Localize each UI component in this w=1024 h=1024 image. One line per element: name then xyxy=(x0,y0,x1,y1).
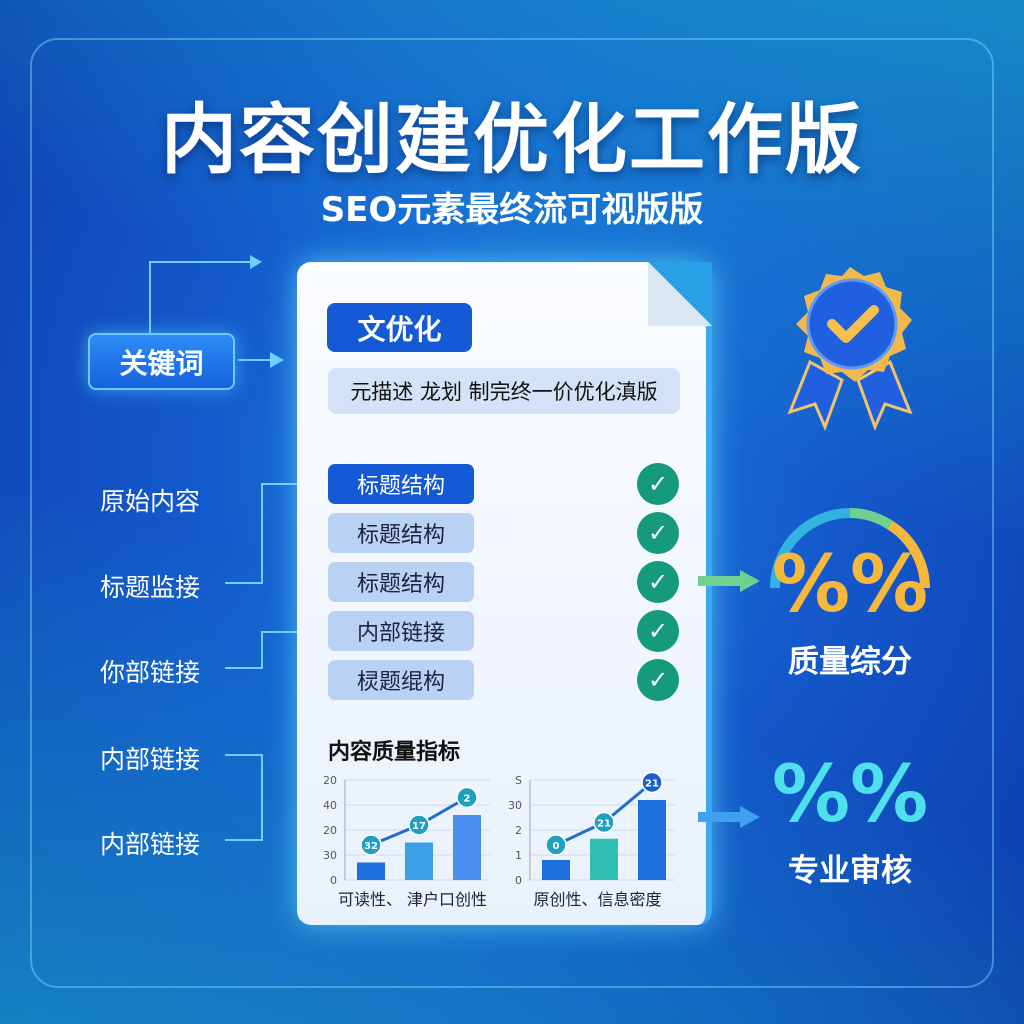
y-tick-label: 20 xyxy=(323,774,337,787)
data-point-label: 2 xyxy=(464,794,471,805)
connector-line xyxy=(225,483,318,584)
bar xyxy=(453,815,481,880)
structure-row: 标题结构 xyxy=(328,562,474,602)
optimize-button: 文优化 xyxy=(327,303,472,352)
left-label: 内部链接 xyxy=(100,830,201,859)
y-tick-label: 30 xyxy=(508,799,522,812)
check-circle-icon: ✓ xyxy=(637,512,679,554)
page-title: 内容创建优化工作版 xyxy=(161,95,863,184)
page-fold xyxy=(648,262,712,326)
y-tick-label: 0 xyxy=(330,874,337,887)
data-point-label: 21 xyxy=(645,779,659,790)
left-label: 内部链接 xyxy=(100,745,201,774)
review-label: 专业审核 xyxy=(788,853,912,889)
arrow-right-icon xyxy=(698,570,760,592)
quality-metrics-title: 内容质量指标 xyxy=(328,740,461,765)
check-circle-icon: ✓ xyxy=(637,463,679,505)
data-point xyxy=(641,771,663,794)
structure-row: 标题结构 xyxy=(328,513,474,553)
x-axis-label: 可读性、 津户口创性 xyxy=(338,890,487,909)
y-tick-label: 2 xyxy=(515,824,522,837)
bar xyxy=(590,838,618,880)
description-bar: 元描述 龙划 制完终一价优化滇版 xyxy=(328,368,680,414)
data-point xyxy=(360,834,382,856)
structure-row: 棂题绲构 xyxy=(328,660,474,700)
connector-line xyxy=(225,631,328,669)
bar xyxy=(357,862,385,880)
check-circle-icon: ✓ xyxy=(637,561,679,603)
quality-score-value: %% xyxy=(771,540,929,630)
y-tick-label: 0 xyxy=(515,874,522,887)
y-tick-label: S xyxy=(515,774,522,787)
quality-score-label: 质量综分 xyxy=(788,644,912,680)
check-circle-icon: ✓ xyxy=(637,659,679,701)
x-axis-label: 原创性、信息密度 xyxy=(533,890,661,909)
data-point xyxy=(593,811,615,834)
data-point-label: 17 xyxy=(412,821,426,832)
structure-row: 标题结构 xyxy=(328,464,474,504)
y-tick-label: 20 xyxy=(323,824,337,837)
data-point-label: 32 xyxy=(364,841,378,852)
y-tick-label: 30 xyxy=(323,849,337,862)
bar xyxy=(638,800,666,880)
bar xyxy=(542,860,570,880)
structure-row: 内部链接 xyxy=(328,611,474,651)
left-label: 你部链接 xyxy=(100,658,201,687)
left-label: 原始内容 xyxy=(100,487,201,516)
y-tick-label: 40 xyxy=(323,799,337,812)
data-point xyxy=(408,814,430,836)
page-subtitle: SEO元素最终流可视版版 xyxy=(320,190,704,230)
score-gauge xyxy=(770,508,930,589)
data-point xyxy=(456,786,478,809)
data-point xyxy=(545,834,567,856)
frame-border xyxy=(30,38,994,988)
left-label: 标题监接 xyxy=(100,573,201,602)
bar xyxy=(405,842,433,880)
review-value: %% xyxy=(771,750,929,840)
y-tick-label: 1 xyxy=(515,849,522,862)
connector-line xyxy=(225,754,263,841)
data-point-label: 0 xyxy=(553,841,560,852)
keyword-box: 关键词 xyxy=(88,333,235,390)
award-badge-icon xyxy=(787,267,913,432)
connector-line xyxy=(149,261,250,333)
data-point-label: 21 xyxy=(597,819,611,830)
check-circle-icon: ✓ xyxy=(637,610,679,652)
arrow-right-icon xyxy=(698,806,760,828)
